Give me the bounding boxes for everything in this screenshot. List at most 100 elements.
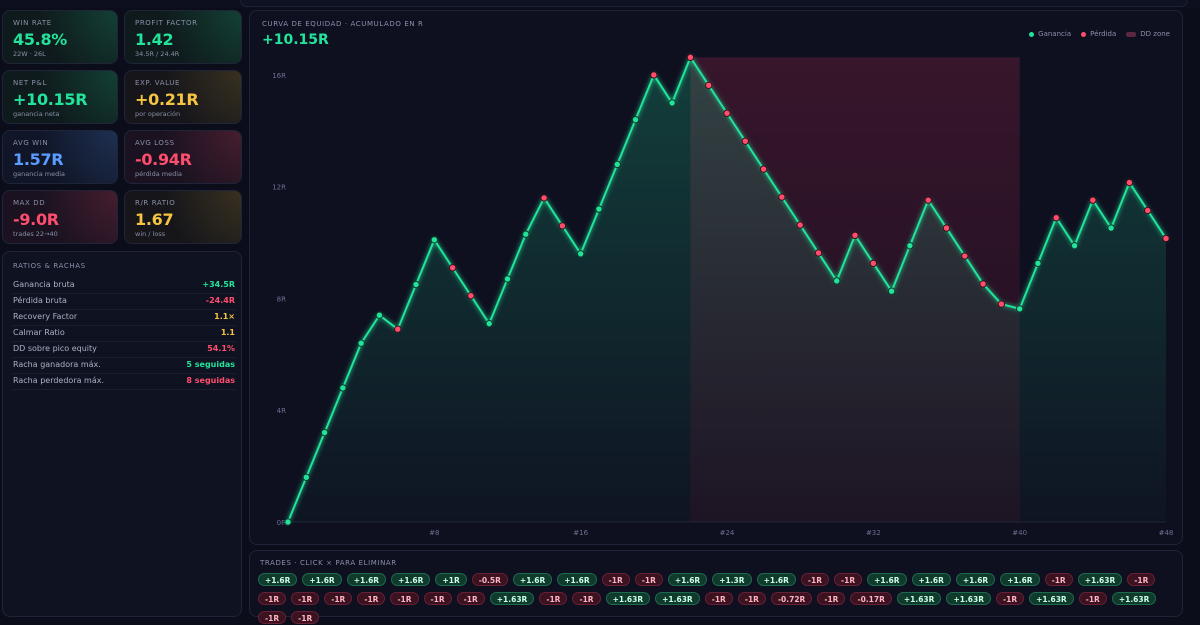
ratio-row: Racha perdedora máx. 8 seguidas [13,373,235,390]
x-tick-label: #40 [1012,529,1027,537]
trade-chip[interactable]: -1R [996,592,1025,605]
trade-chip[interactable]: -1R [258,592,287,605]
trade-chip[interactable]: +1.6R [258,573,298,586]
stat-card-rr-ratio: R/R RATIO 1.67 win / loss [124,190,242,244]
trade-chip[interactable]: +1.6R [302,573,342,586]
win-point [1107,224,1115,232]
trade-chip[interactable]: +1.6R [667,573,708,586]
stat-value: -0.94R [135,150,192,169]
win-point [522,230,530,238]
trades-title: TRADES · CLICK × PARA ELIMINAR [260,559,397,567]
loss-point [558,222,567,230]
trade-chip[interactable]: -1R [572,592,601,605]
trade-chip[interactable]: -0.17R [850,592,892,605]
y-tick-label: 4R [277,407,286,415]
loss-point [869,259,878,267]
trade-chip[interactable]: -1R [423,592,452,605]
loss-point [467,291,475,300]
ratio-value: +34.5R [202,280,235,289]
trade-chip[interactable]: -1R [834,573,863,586]
trade-chip[interactable]: +1.6R [557,573,597,586]
trade-chip[interactable]: +1.6R [512,573,553,586]
trade-chip[interactable]: -1R [817,592,846,605]
trade-chip[interactable]: -1R [390,592,419,605]
stat-card-max-dd: MAX DD -9.0R trades 22→40 [2,190,118,244]
loss-point [979,280,987,288]
ratio-row: Pérdida bruta -24.4R [13,293,235,310]
trade-chip[interactable]: +1.6R [756,573,796,586]
trade-chip[interactable]: +1.63R [605,592,651,605]
ratio-value: 1.1× [214,312,235,321]
win-point [284,518,292,526]
stat-sub: pérdida media [135,170,183,178]
trade-chip[interactable]: -1R [601,573,630,586]
trade-chip[interactable]: +1.6R [1000,573,1040,586]
trade-chip[interactable]: -1R [800,573,830,586]
trade-chip[interactable]: -1R [704,592,733,605]
trade-chip[interactable]: +1.63R [1077,573,1123,586]
x-tick-label: #48 [1159,529,1174,537]
stat-sub: trades 22→40 [13,230,58,238]
loss-point [814,249,823,257]
win-point [595,205,603,213]
loss-point [759,165,768,173]
loss-point [723,109,731,117]
trade-chip[interactable]: +1.63R [946,592,992,605]
top-bar [240,0,1188,7]
trade-chip[interactable]: -1R [357,592,386,605]
trade-chip[interactable]: -0.5R [471,573,508,586]
trade-chip[interactable]: -1R [1127,573,1156,586]
stat-card-win-rate: WIN RATE 45.8% 22W · 26L [2,10,118,64]
loss-point [778,193,786,201]
trade-chip[interactable]: +1.63R [896,592,942,605]
win-point [576,250,585,258]
stat-value: 1.57R [13,150,64,169]
trade-chip[interactable]: +1.6R [867,573,907,586]
trade-chip[interactable]: -1R [737,592,766,605]
trade-chip[interactable]: -1R [1078,592,1107,605]
stat-card-avg-win: AVG WIN 1.57R ganancia media [2,130,118,184]
legend-dd-swatch [1126,31,1137,37]
trade-chip[interactable]: -1R [291,592,320,605]
trade-chip[interactable]: -1R [1044,573,1073,586]
loss-point [997,300,1006,308]
ratio-label: Calmar Ratio [13,328,65,337]
trade-chip[interactable]: +1.6R [391,573,431,586]
loss-point [1144,206,1152,215]
ratios-title: RATIOS & RACHAS [13,262,86,270]
equity-chart[interactable]: 0R 4R 8R 12R 16R #8 #16 #24 #32 #40 #48 [250,11,1184,546]
trade-chip[interactable]: +1.63R [1029,592,1074,605]
trade-chip[interactable]: +1.6R [955,573,996,586]
stat-value: +10.15R [13,90,88,109]
trade-chip[interactable]: -1R [539,592,568,605]
stat-sub: 34.5R / 24.4R [135,50,180,58]
trade-chip[interactable]: +1.6R [346,573,387,586]
trade-chip[interactable]: +1.3R [712,573,752,586]
loss-point [924,196,932,204]
trade-chip[interactable]: +1R [435,573,467,586]
ratio-row: Ganancia bruta +34.5R [13,277,235,294]
trade-chip[interactable]: -1R [258,611,287,624]
trade-chip[interactable]: -1R [456,592,485,605]
win-point [631,115,640,124]
trade-chip[interactable]: +1.6R [911,573,951,586]
trade-chip[interactable]: -1R [291,611,320,624]
legend-loss-label: Pérdida [1090,30,1117,38]
trade-chip[interactable]: -0.72R [770,592,813,605]
loss-point [650,71,658,79]
loss-point [741,137,749,145]
stat-label: NET P&L [13,79,47,87]
trade-chip[interactable]: -1R [324,592,353,605]
win-point [503,275,512,283]
trade-chip[interactable]: -1R [634,573,663,586]
stat-label: EXP. VALUE [135,79,181,87]
trade-chip[interactable]: +1.63R [489,592,535,605]
stat-value: 1.67 [135,210,174,229]
stat-value: 1.42 [135,30,174,49]
legend-loss: Pérdida [1081,30,1116,38]
stat-sub: ganancia media [13,170,66,178]
stat-card-profit-factor: PROFIT FACTOR 1.42 34.5R / 24.4R [124,10,242,64]
trade-chip[interactable]: +1.63R [655,592,700,605]
trade-chip[interactable]: +1.63R [1111,592,1157,605]
ratio-value: -24.4R [205,296,235,305]
